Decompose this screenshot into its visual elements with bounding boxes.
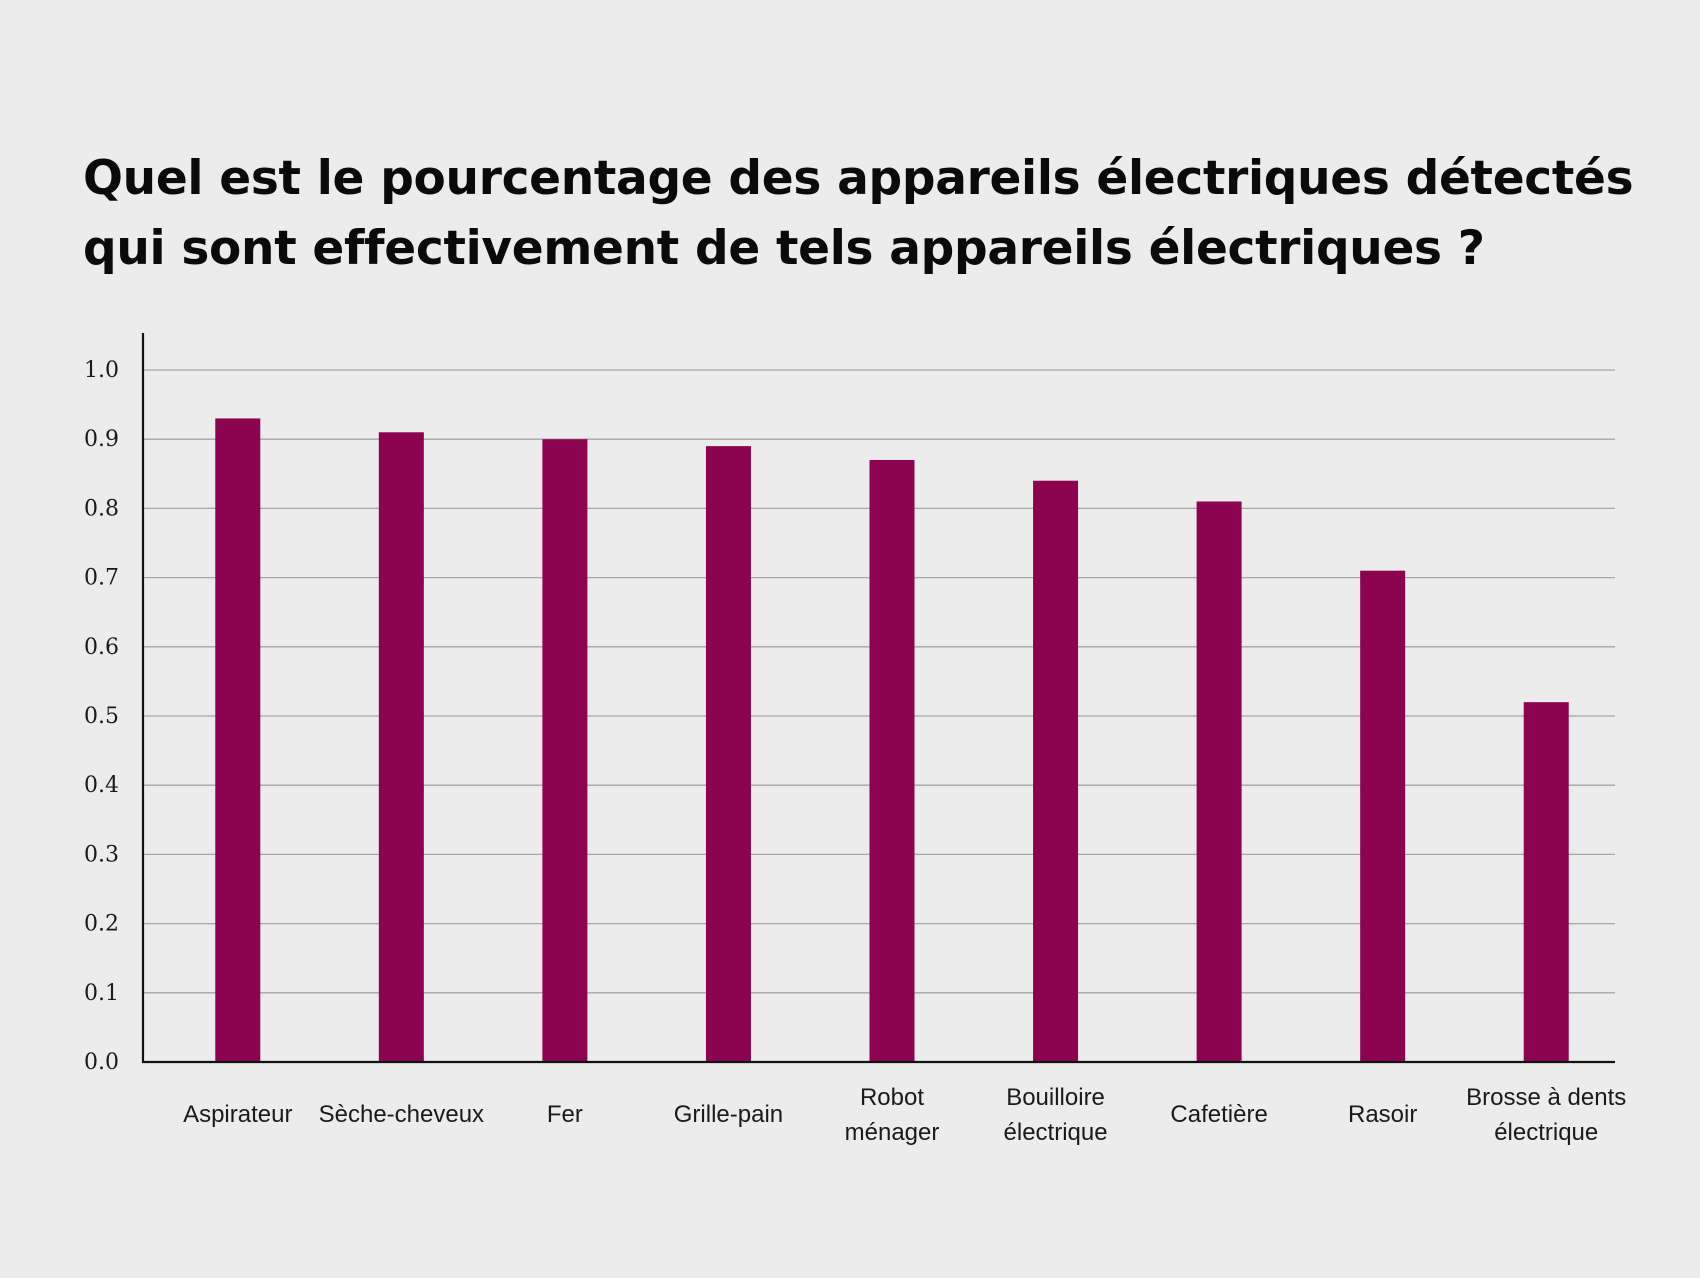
x-category-label-7: Rasoir	[1348, 1101, 1417, 1128]
y-tick-labels: 0.0 0.1 0.2 0.3 0.4 0.5 0.6 0.7 0.8 0.9 1.0	[84, 358, 119, 1075]
x-category-labels: Aspirateur Sèche-cheveux Fer Grille-pain Rob…	[183, 1084, 1626, 1146]
y-tick-label-8: 0.8	[84, 496, 119, 521]
y-tick-label-1: 0.1	[84, 981, 119, 1006]
x-category-label-2: Fer	[547, 1101, 583, 1128]
x-category-label-6: Cafetière	[1170, 1101, 1267, 1128]
x-category-label-4: Robot ménager	[845, 1084, 940, 1146]
y-tick-label-4: 0.4	[84, 773, 119, 798]
x-category-label-5: Bouilloire électrique	[1004, 1084, 1108, 1146]
bars	[215, 418, 1569, 1063]
y-tick-label-10: 1.0	[84, 358, 119, 383]
bar-3	[705, 446, 751, 1062]
y-tick-label-5: 0.5	[84, 704, 119, 729]
x-category-label-1: Sèche-cheveux	[319, 1101, 484, 1128]
bar-7	[1360, 570, 1406, 1062]
x-category-label-3: Grille-pain	[674, 1101, 783, 1128]
y-tick-label-9: 0.9	[84, 427, 119, 452]
bar-4	[869, 459, 915, 1063]
y-tick-label-0: 0.0	[84, 1050, 119, 1075]
y-tick-label-6: 0.6	[84, 635, 119, 660]
x-category-label-8: Brosse à dents électrique	[1466, 1084, 1626, 1146]
y-tick-label-2: 0.2	[84, 912, 119, 937]
y-tick-label-3: 0.3	[84, 842, 119, 867]
bar-8	[1523, 702, 1569, 1062]
axes	[141, 333, 1615, 1064]
bar-1	[378, 432, 424, 1062]
x-category-label-0: Aspirateur	[183, 1101, 292, 1128]
y-tick-label-7: 0.7	[84, 566, 119, 591]
bar-5	[1033, 480, 1079, 1063]
chart-title: Quel est le pourcentage des appareils él…	[83, 151, 1634, 276]
bar-0	[215, 418, 261, 1062]
bar-6	[1196, 501, 1242, 1063]
bar-2	[542, 439, 588, 1062]
